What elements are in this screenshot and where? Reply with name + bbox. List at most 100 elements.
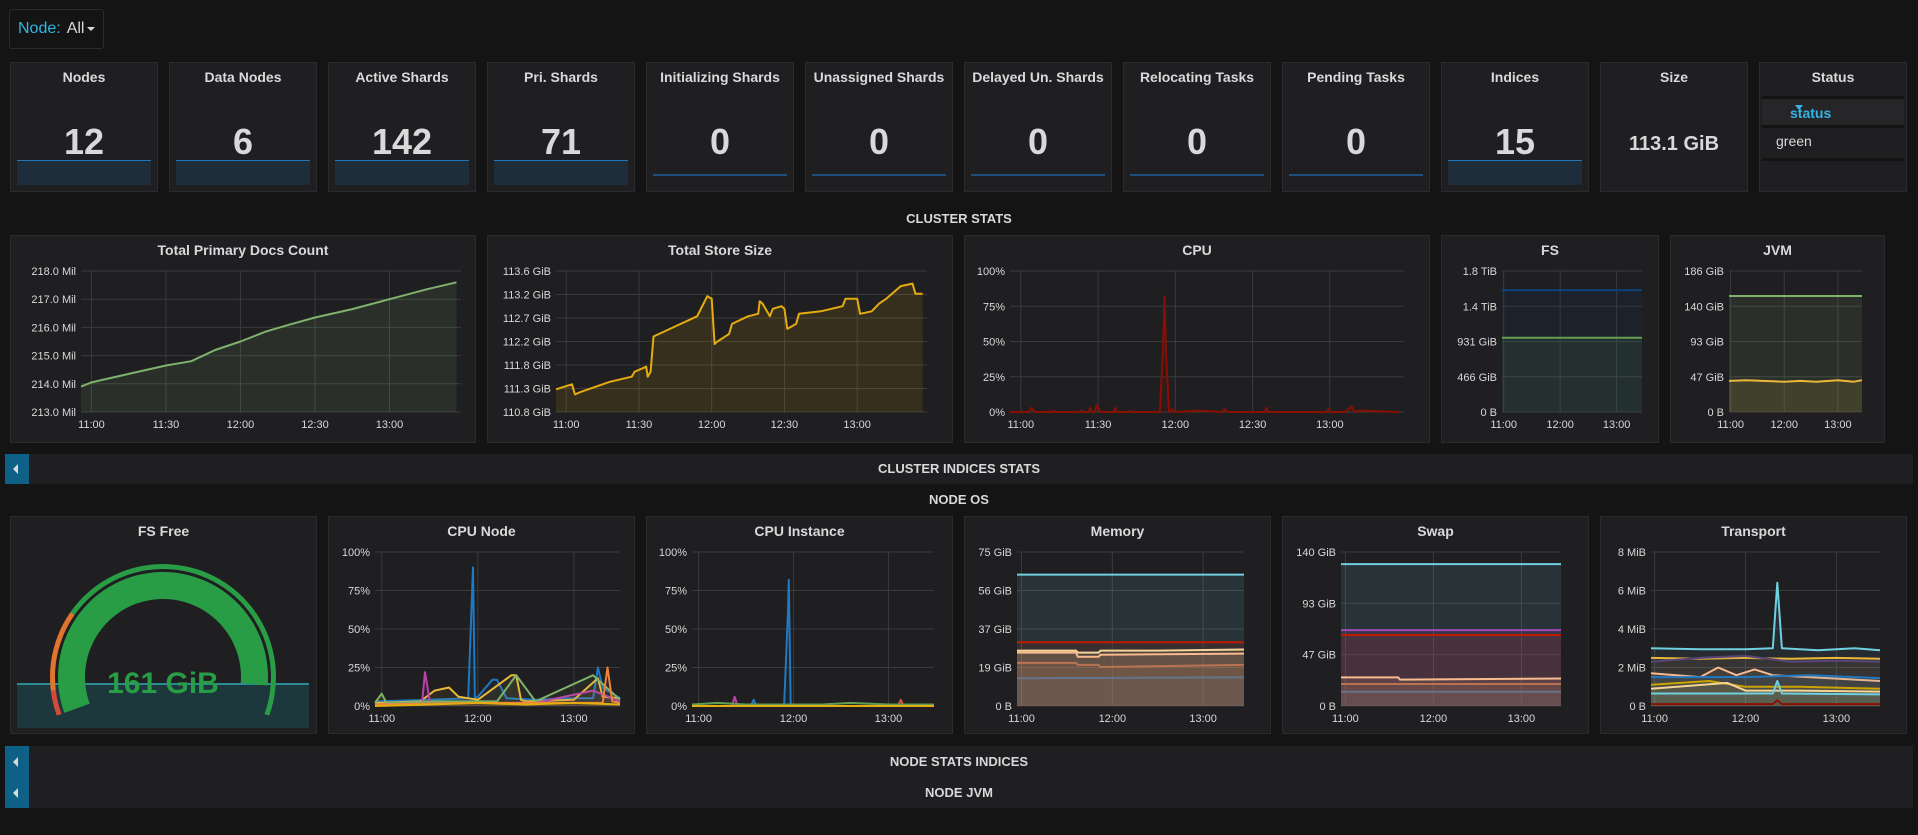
node-variable-dropdown[interactable]: Node: All [9,9,104,49]
store-size-chart: 113.6 GiB 113.2 GiB 112.7 GiB 112.2 GiB 111.… [503,266,927,431]
stat-value: 0 [868,121,890,162]
sparkline [1289,174,1423,176]
panel-title: Pri. Shards [524,69,598,85]
panel-fs-free: FS Free 161 GiB [10,516,317,734]
gauge-value: 161 GiB [107,667,219,700]
panel-swap: Swap 140 GiB 93 GiB 47 GiB 0 B 11:00 12:00 13:0… [1282,516,1589,734]
panel-title: Total Primary Docs Count [157,242,329,258]
series-fill-cpu [1010,296,1400,412]
panel-title: FS [1541,242,1559,258]
y-tick-label: 50% [665,624,687,636]
series-line-t9 [1651,699,1880,706]
x-tick-label: 12:00 [780,713,808,725]
series-fill-i1 [692,579,934,706]
series-line-t3 [1650,654,1881,663]
expand-row-button[interactable] [5,746,29,777]
panel-title: Unassigned Shards [813,69,945,85]
memory-chart: 75 GiB 56 GiB 37 GiB 19 GiB 0 B11:00 12:00 13:… [978,547,1245,725]
sparkline [1130,174,1264,176]
stat-panel-active-shards: Active Shards 142 [328,62,476,192]
y-tick-label: 111.8 GiB [504,360,551,372]
series-line-docs [80,281,457,388]
series-line-m4 [1017,651,1245,658]
y-tick-label: 25% [983,372,1005,384]
x-tick-label: 12:00 [1732,713,1760,725]
x-tick-label: 12:30 [1239,419,1267,431]
row-node-stats-indices[interactable]: NODE STATS INDICES [5,746,1913,777]
row-node-jvm[interactable]: NODE JVM [5,777,1913,808]
expand-row-button[interactable] [5,454,29,484]
caret-left-icon [13,464,18,474]
x-tick-label: 13:00 [875,713,903,725]
series-fill-used [1729,380,1862,412]
x-tick-label: 12:00 [1420,713,1448,725]
series-line-cpu [1010,295,1400,413]
status-panel: Status status green [1759,62,1907,192]
y-tick-label: 0% [671,701,687,713]
y-tick-label: 931 GiB [1457,337,1497,349]
table-row: green [1762,125,1904,161]
stat-value: 15 [1494,121,1536,162]
y-tick-label: 2 MiB [1618,663,1646,675]
row-title: NODE JVM [925,784,993,800]
series-line-n2 [374,674,621,704]
stat-value: 142 [371,121,433,162]
fs-free-gauge: 161 GiB [17,564,309,728]
y-tick-label: 93 GiB [1302,598,1336,610]
y-tick-label: 75% [665,586,687,598]
stat-value: 0 [709,121,731,162]
expand-row-button[interactable] [5,777,29,808]
series-line-i1 [692,578,934,707]
x-tick-label: 11:30 [626,419,653,431]
panel-memory: Memory 75 GiB 56 GiB 37 GiB 19 GiB 0 B 11:00 12… [964,516,1271,734]
x-tick-label: 12:00 [1162,419,1190,431]
y-tick-label: 47 GiB [1302,650,1336,662]
y-tick-label: 75% [983,301,1005,313]
row-cluster-indices-stats[interactable]: CLUSTER INDICES STATS [5,454,1913,484]
series-fill-m2 [1017,642,1244,706]
series-fill-store [556,283,923,412]
y-tick-label: 0 B [1707,407,1724,419]
y-tick-label: 50% [348,624,370,636]
y-tick-label: 111.3 GiB [504,384,551,396]
panel-cpu: CPU 100% 75% 50% 25% 0% 11:00 11:30 12:00 12:30 13… [964,235,1430,443]
x-tick-label: 13:00 [1603,419,1631,431]
y-tick-label: 218.0 Mil [31,266,76,278]
series-line-t5 [1651,674,1881,680]
row-title: CLUSTER INDICES STATS [877,461,1041,476]
sort-caret-icon [1795,105,1803,110]
x-tick-label: 13:00 [560,713,588,725]
stat-value: 113.1 GiB [1628,133,1720,155]
row-title: NODE STATS INDICES [889,753,1029,769]
y-tick-label: 47 GiB [1690,372,1724,384]
y-tick-label: 1.4 TiB [1463,301,1497,313]
panel-title: Nodes [62,69,106,85]
x-tick-label: 11:00 [1332,713,1359,725]
stat-value: 12 [63,121,105,162]
y-tick-label: 100% [659,547,687,559]
x-tick-label: 12:00 [227,419,255,431]
y-tick-label: 213.0 Mil [31,407,76,419]
y-tick-label: 216.0 Mil [31,322,76,334]
series-fill-s3 [1341,635,1561,706]
x-tick-label: 13:00 [1824,419,1852,431]
panel-title: Memory [1090,523,1145,539]
panel-title: Pending Tasks [1307,69,1405,85]
sparkline [653,174,787,176]
status-column-header[interactable]: status [1762,96,1904,128]
y-tick-label: 0% [354,701,370,713]
series-fill-s6 [1341,691,1561,706]
panel-cpu-node: CPU Node 100% 75% 50% 25% 0% 11:00 12:00 13:00 [328,516,635,734]
node-variable-value: All [66,20,85,37]
y-tick-label: 110.8 GiB [503,407,551,419]
x-tick-label: 12:00 [1099,713,1127,725]
transport-chart: 8 MiB 6 MiB 4 MiB 2 MiB 0 B11:00 12:00 13:00 [1618,547,1881,725]
x-tick-label: 12:00 [1770,419,1798,431]
x-tick-label: 12:00 [1546,419,1574,431]
y-tick-label: 214.0 Mil [31,379,76,391]
series-line-t8 [1651,680,1881,696]
panel-title: Delayed Un. Shards [972,69,1104,85]
x-tick-label: 11:00 [1641,713,1668,725]
stat-value: 0 [1345,121,1367,162]
x-tick-label: 11:00 [78,419,105,431]
